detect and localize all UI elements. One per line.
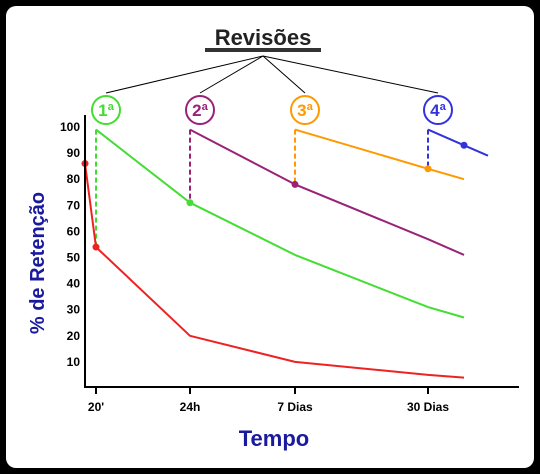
x-tick-label: 30 Dias xyxy=(407,400,449,414)
y-tick-label: 20 xyxy=(67,329,81,343)
connector-line xyxy=(199,55,264,94)
x-axis-label: Tempo xyxy=(239,426,309,451)
series-line xyxy=(84,163,465,379)
y-axis-label: % de Retenção xyxy=(27,192,49,334)
revision-label: 3ª xyxy=(297,101,313,120)
series-point xyxy=(424,165,432,173)
plot-area xyxy=(81,128,489,379)
x-ticks: 20' 24h 7 Dias 30 Dias xyxy=(88,388,449,414)
y-tick-label: 10 xyxy=(67,355,81,369)
revision-label: 4ª xyxy=(430,101,446,120)
series-point xyxy=(291,180,299,188)
y-tick-label: 90 xyxy=(67,146,81,160)
y-tick-label: 30 xyxy=(67,303,81,317)
x-tick-label: 24h xyxy=(180,400,201,414)
y-tick-label: 100 xyxy=(60,120,80,134)
connector-line xyxy=(105,55,264,94)
revision-badge-circle xyxy=(91,95,121,125)
series-line xyxy=(427,128,489,157)
revision-label: 1ª xyxy=(98,101,114,120)
y-ticks: 10 20 30 40 50 60 70 80 90 100 xyxy=(60,120,80,369)
series-line xyxy=(189,128,465,256)
revision-label: 2ª xyxy=(192,101,208,120)
y-tick-label: 70 xyxy=(67,198,81,212)
x-tick-label: 7 Dias xyxy=(277,400,313,414)
connector-line xyxy=(262,55,439,94)
revision-badges: 1ª 2ª 3ª 4ª xyxy=(91,95,453,125)
y-tick-label: 80 xyxy=(67,172,81,186)
series-point xyxy=(460,141,468,149)
series-line xyxy=(294,128,465,181)
x-tick-label: 20' xyxy=(88,400,104,414)
y-tick-label: 40 xyxy=(67,277,81,291)
connector-line xyxy=(262,55,306,94)
series-line xyxy=(95,128,465,319)
revision-badge-circle xyxy=(185,95,215,125)
revision-badge-circle xyxy=(290,95,320,125)
revision-badge-circle xyxy=(423,95,453,125)
y-tick-label: 50 xyxy=(67,251,81,265)
y-tick-label: 60 xyxy=(67,224,81,238)
chart-title: Revisões xyxy=(215,25,312,50)
title-connectors xyxy=(105,55,439,94)
series-point xyxy=(186,199,194,207)
series-point xyxy=(92,243,100,251)
